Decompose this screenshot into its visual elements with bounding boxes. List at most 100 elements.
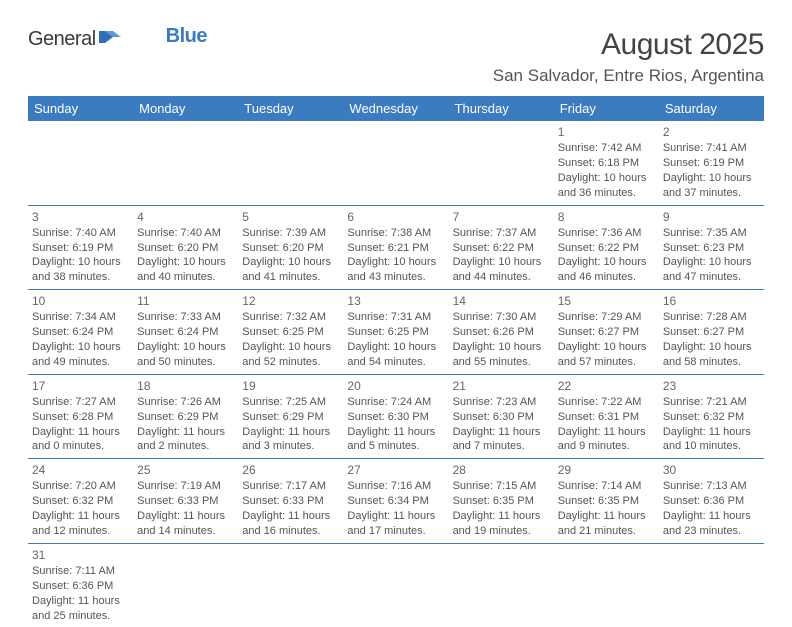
sunset-text: Sunset: 6:20 PM [242,241,339,256]
daylight-text: and 36 minutes. [558,186,655,201]
daylight-text: and 46 minutes. [558,270,655,285]
sunset-text: Sunset: 6:27 PM [558,325,655,340]
daylight-text: Daylight: 10 hours [347,255,444,270]
day-cell: 16Sunrise: 7:28 AMSunset: 6:27 PMDayligh… [659,290,764,374]
empty-cell [449,544,554,627]
daylight-text: Daylight: 10 hours [137,255,234,270]
daylight-text: and 52 minutes. [242,355,339,370]
day-header-cell: Thursday [449,96,554,121]
day-cell: 31Sunrise: 7:11 AMSunset: 6:36 PMDayligh… [28,544,133,627]
sunrise-text: Sunrise: 7:41 AM [663,141,760,156]
daylight-text: and 3 minutes. [242,439,339,454]
empty-cell [133,121,238,205]
sunset-text: Sunset: 6:20 PM [137,241,234,256]
daylight-text: and 37 minutes. [663,186,760,201]
week-row: 31Sunrise: 7:11 AMSunset: 6:36 PMDayligh… [28,544,764,627]
day-cell: 8Sunrise: 7:36 AMSunset: 6:22 PMDaylight… [554,206,659,290]
day-number: 15 [558,293,655,309]
sunrise-text: Sunrise: 7:34 AM [32,310,129,325]
daylight-text: Daylight: 11 hours [242,509,339,524]
empty-cell [238,121,343,205]
empty-cell [28,121,133,205]
daylight-text: Daylight: 10 hours [558,340,655,355]
day-cell: 10Sunrise: 7:34 AMSunset: 6:24 PMDayligh… [28,290,133,374]
sunrise-text: Sunrise: 7:11 AM [32,564,129,579]
day-number: 31 [32,547,129,563]
week-row: 10Sunrise: 7:34 AMSunset: 6:24 PMDayligh… [28,290,764,375]
logo-text-blue: Blue [166,25,207,48]
day-cell: 2Sunrise: 7:41 AMSunset: 6:19 PMDaylight… [659,121,764,205]
daylight-text: and 41 minutes. [242,270,339,285]
sunset-text: Sunset: 6:23 PM [663,241,760,256]
logo-flag-icon [99,28,123,51]
week-row: 3Sunrise: 7:40 AMSunset: 6:19 PMDaylight… [28,206,764,291]
daylight-text: Daylight: 11 hours [663,509,760,524]
sunrise-text: Sunrise: 7:17 AM [242,479,339,494]
sunrise-text: Sunrise: 7:23 AM [453,395,550,410]
daylight-text: and 23 minutes. [663,524,760,539]
day-number: 30 [663,462,760,478]
location-text: San Salvador, Entre Rios, Argentina [493,66,764,86]
sunrise-text: Sunrise: 7:33 AM [137,310,234,325]
sunrise-text: Sunrise: 7:24 AM [347,395,444,410]
day-cell: 3Sunrise: 7:40 AMSunset: 6:19 PMDaylight… [28,206,133,290]
day-number: 28 [453,462,550,478]
daylight-text: Daylight: 11 hours [453,425,550,440]
daylight-text: Daylight: 10 hours [32,340,129,355]
sunrise-text: Sunrise: 7:36 AM [558,226,655,241]
sunrise-text: Sunrise: 7:19 AM [137,479,234,494]
sunrise-text: Sunrise: 7:35 AM [663,226,760,241]
day-cell: 4Sunrise: 7:40 AMSunset: 6:20 PMDaylight… [133,206,238,290]
day-number: 10 [32,293,129,309]
sunrise-text: Sunrise: 7:14 AM [558,479,655,494]
sunrise-text: Sunrise: 7:38 AM [347,226,444,241]
daylight-text: Daylight: 11 hours [347,509,444,524]
day-header-row: Sunday Monday Tuesday Wednesday Thursday… [28,96,764,121]
logo: General Blue [28,28,207,51]
calendar-grid: Sunday Monday Tuesday Wednesday Thursday… [28,96,764,627]
daylight-text: Daylight: 11 hours [558,425,655,440]
daylight-text: and 0 minutes. [32,439,129,454]
weeks-container: 1Sunrise: 7:42 AMSunset: 6:18 PMDaylight… [28,121,764,627]
daylight-text: Daylight: 10 hours [663,171,760,186]
day-number: 25 [137,462,234,478]
day-number: 20 [347,378,444,394]
empty-cell [343,121,448,205]
daylight-text: and 12 minutes. [32,524,129,539]
sunset-text: Sunset: 6:33 PM [137,494,234,509]
sunrise-text: Sunrise: 7:31 AM [347,310,444,325]
daylight-text: Daylight: 10 hours [32,255,129,270]
daylight-text: Daylight: 10 hours [558,171,655,186]
sunrise-text: Sunrise: 7:40 AM [137,226,234,241]
sunset-text: Sunset: 6:25 PM [242,325,339,340]
sunset-text: Sunset: 6:22 PM [558,241,655,256]
daylight-text: Daylight: 11 hours [347,425,444,440]
sunset-text: Sunset: 6:31 PM [558,410,655,425]
day-header-cell: Saturday [659,96,764,121]
sunset-text: Sunset: 6:19 PM [663,156,760,171]
sunset-text: Sunset: 6:19 PM [32,241,129,256]
day-cell: 20Sunrise: 7:24 AMSunset: 6:30 PMDayligh… [343,375,448,459]
daylight-text: Daylight: 10 hours [137,340,234,355]
sunset-text: Sunset: 6:25 PM [347,325,444,340]
sunrise-text: Sunrise: 7:42 AM [558,141,655,156]
title-block: August 2025 San Salvador, Entre Rios, Ar… [493,28,764,86]
daylight-text: Daylight: 11 hours [663,425,760,440]
day-cell: 19Sunrise: 7:25 AMSunset: 6:29 PMDayligh… [238,375,343,459]
daylight-text: Daylight: 11 hours [137,509,234,524]
sunset-text: Sunset: 6:35 PM [453,494,550,509]
daylight-text: and 19 minutes. [453,524,550,539]
day-header-cell: Friday [554,96,659,121]
empty-cell [238,544,343,627]
day-header-cell: Wednesday [343,96,448,121]
daylight-text: Daylight: 11 hours [32,509,129,524]
day-cell: 13Sunrise: 7:31 AMSunset: 6:25 PMDayligh… [343,290,448,374]
day-cell: 7Sunrise: 7:37 AMSunset: 6:22 PMDaylight… [449,206,554,290]
day-number: 12 [242,293,339,309]
day-number: 29 [558,462,655,478]
day-number: 4 [137,209,234,225]
sunset-text: Sunset: 6:24 PM [32,325,129,340]
daylight-text: Daylight: 10 hours [558,255,655,270]
day-number: 19 [242,378,339,394]
daylight-text: and 5 minutes. [347,439,444,454]
